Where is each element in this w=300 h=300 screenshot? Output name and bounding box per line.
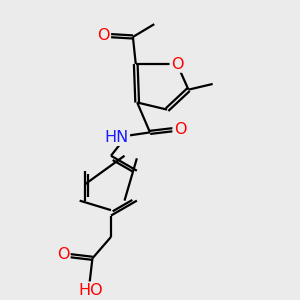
Text: HO: HO xyxy=(79,283,103,298)
Text: O: O xyxy=(171,56,183,71)
Text: O: O xyxy=(57,248,69,262)
Text: O: O xyxy=(174,122,186,137)
Text: O: O xyxy=(97,28,110,43)
Text: HN: HN xyxy=(104,130,129,145)
